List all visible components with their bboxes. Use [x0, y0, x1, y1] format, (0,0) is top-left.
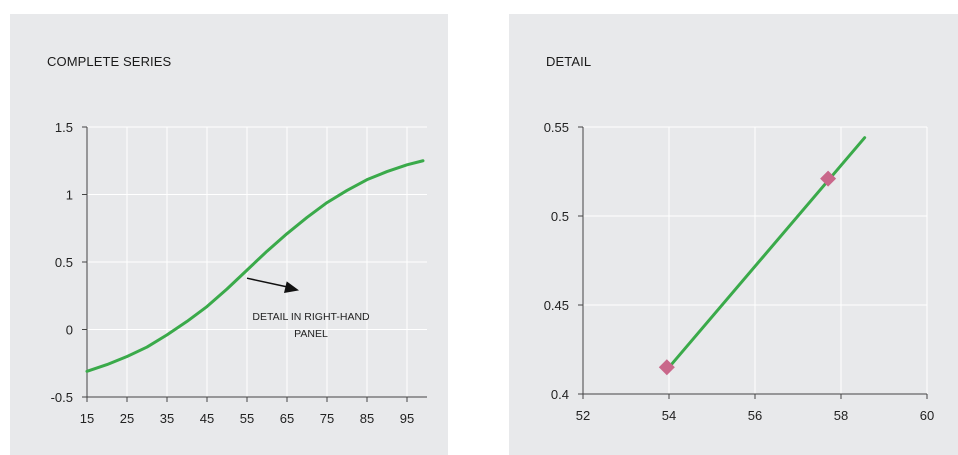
x-tick-label: 25: [120, 411, 134, 426]
diamond-marker: [658, 359, 675, 376]
annotation-text-line: DETAIL IN RIGHT-HAND: [252, 311, 370, 323]
annotation-arrow-head: [284, 281, 299, 294]
x-tick-label: 45: [200, 411, 214, 426]
x-tick-label: 55: [240, 411, 254, 426]
x-tick-label: 56: [748, 408, 762, 423]
y-tick-label: 0.45: [544, 298, 569, 313]
x-tick-label: 85: [360, 411, 374, 426]
x-tick-label: 75: [320, 411, 334, 426]
x-tick-label: 95: [400, 411, 414, 426]
series-line: [667, 136, 867, 369]
y-tick-label: 1: [66, 188, 73, 203]
y-tick-label: 0.55: [544, 120, 569, 135]
y-tick-label: 1.5: [55, 120, 73, 135]
complete-series-title: COMPLETE SERIES: [47, 54, 172, 69]
annotation-text-line: PANEL: [294, 328, 328, 340]
y-tick-label: 0: [66, 323, 73, 338]
series-line: [85, 159, 425, 373]
y-tick-label: 0.4: [551, 387, 569, 402]
x-tick-label: 58: [834, 408, 848, 423]
y-tick-label: 0.5: [551, 209, 569, 224]
x-tick-label: 60: [920, 408, 934, 423]
y-tick-label: -0.5: [51, 390, 73, 405]
detail-panel: DETAIL: [509, 14, 958, 455]
x-tick-label: 52: [576, 408, 590, 423]
diamond-marker: [820, 170, 837, 187]
x-tick-label: 15: [80, 411, 94, 426]
x-tick-label: 54: [662, 408, 676, 423]
y-tick-label: 0.5: [55, 255, 73, 270]
x-tick-label: 35: [160, 411, 174, 426]
x-tick-label: 65: [280, 411, 294, 426]
annotation-arrow-line: [246, 277, 288, 288]
complete-series-panel: COMPLETE SERIES: [10, 14, 448, 455]
detail-title: DETAIL: [546, 54, 592, 69]
